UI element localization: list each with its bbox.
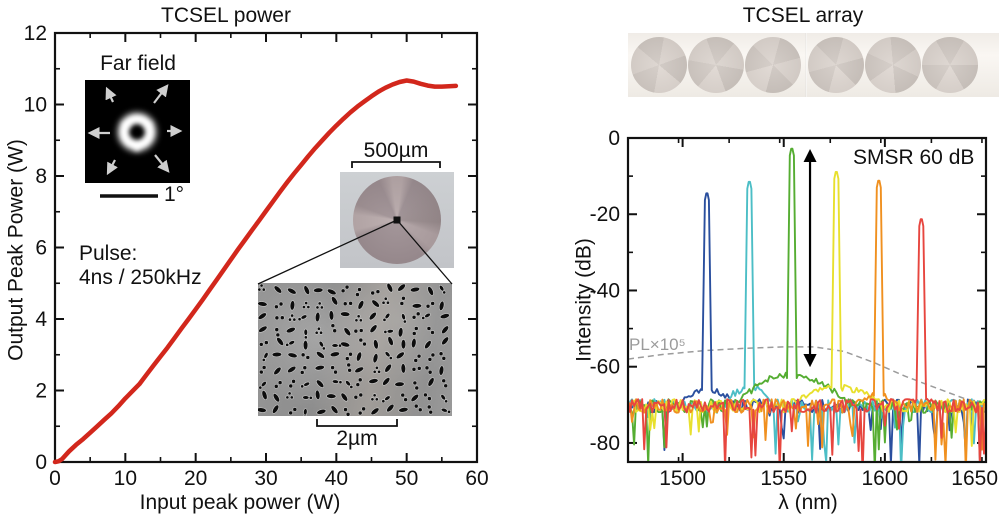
device-scale-label: 500µm [363,139,429,162]
device-center-dot [393,216,401,224]
array-device-2 [688,37,744,93]
svg-text:8: 8 [35,165,47,188]
spectrum-laser-6-red [629,218,985,461]
svg-text:10: 10 [24,94,47,117]
svg-text:40: 40 [325,467,348,490]
far-field-pattern [87,84,183,176]
left-axes: 0 10 20 30 40 50 60 0 2 4 6 8 10 12 [24,22,489,490]
array-photo-seam [805,33,807,97]
far-field-scale-label: 1° [164,183,185,206]
svg-text:-20: -20 [590,203,620,226]
far-field-label: Far field [100,52,176,75]
right-chart-title: TCSEL array [742,4,864,27]
far-field-arrow-ne [153,84,169,104]
zoom-connector-left [257,219,398,285]
right-xlabel: λ (nm) [778,491,838,514]
right-axes: 1500 1550 1600 1650 0 -20 -40 -60 -80 [590,127,998,490]
pl-curve [629,346,985,408]
spectrum-laser-5-orange [629,179,985,461]
smsr-annotation: SMSR 60 dB [853,146,975,169]
svg-text:30: 30 [254,467,277,490]
svg-text:50: 50 [395,467,418,490]
svg-text:1600: 1600 [862,467,909,490]
array-device-3 [745,37,801,93]
sem-scale-bracket [316,419,398,427]
svg-text:0: 0 [35,451,47,474]
sem-inset [258,283,452,416]
array-device-6 [922,37,978,93]
sem-holes [258,283,451,416]
array-photo [628,33,999,97]
svg-text:1650: 1650 [951,467,998,490]
svg-text:0: 0 [49,467,61,490]
far-field-beam [115,110,159,154]
spectra [629,147,985,461]
svg-text:1550: 1550 [760,467,807,490]
device-scale-bracket [351,161,441,168]
svg-text:-80: -80 [590,432,620,455]
pl-annotation: PL×10⁵ [629,335,686,354]
pulse-note: Pulse: 4ns / 250kHz [79,242,202,290]
svg-text:2: 2 [35,380,47,403]
left-xlabel: Input peak power (W) [139,491,341,514]
svg-text:12: 12 [24,22,47,45]
svg-text:10: 10 [114,467,137,490]
svg-text:-40: -40 [590,279,620,302]
svg-text:1500: 1500 [659,467,706,490]
svg-text:60: 60 [465,467,488,490]
left-chart-title: TCSEL power [161,4,291,27]
pulse-note-line1: Pulse: [79,242,138,265]
sem-scale-label: 2µm [336,427,378,450]
far-field-arrow-nw [105,86,117,103]
svg-text:0: 0 [608,127,620,150]
array-device-5 [865,37,921,93]
svg-text:4: 4 [35,308,47,331]
far-field-arrow-sw [106,159,118,176]
device-photo-inset [340,172,454,268]
liv-curve [52,78,459,465]
sem-lattice-pattern [258,283,451,416]
svg-text:6: 6 [35,237,47,260]
array-device-1 [631,37,687,93]
array-device-4 [808,37,864,93]
svg-text:20: 20 [184,467,207,490]
zoom-connector-right [396,219,453,285]
far-field-inset [85,80,190,183]
svg-text:-60: -60 [590,356,620,379]
far-field-arrow-se [154,154,170,173]
pulse-note-line2: 4ns / 250kHz [79,266,202,289]
